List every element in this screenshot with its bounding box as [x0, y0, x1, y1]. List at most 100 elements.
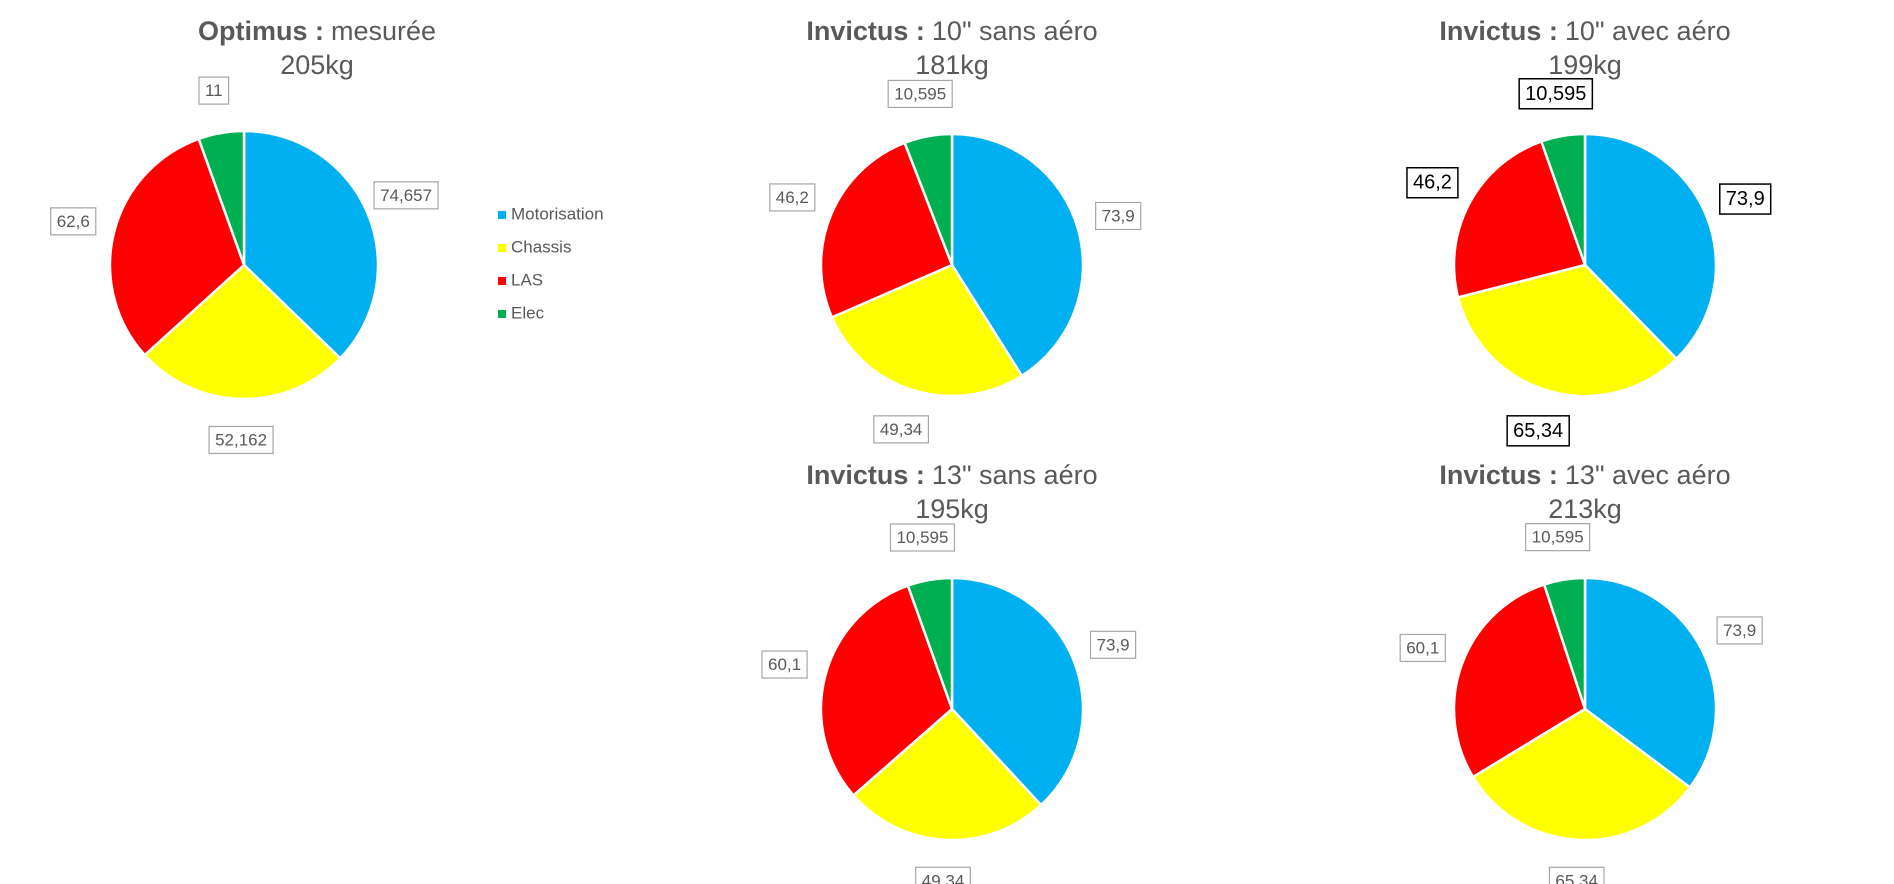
data-label-box: [1089, 630, 1137, 659]
data-label: 49,34: [873, 415, 929, 444]
chart-subtitle: 205kg: [280, 50, 354, 80]
data-label-text: 10,595: [1525, 83, 1586, 105]
title-bold: Invictus :: [1439, 460, 1558, 490]
data-label: 10,595: [887, 79, 953, 109]
data-label: 73,9: [1089, 630, 1137, 659]
chart-title: Invictus :10" sans aéro: [806, 16, 1097, 46]
data-label: 52,162: [208, 425, 274, 455]
pie-slice: [819, 141, 954, 320]
data-label-text: 10,595: [1532, 528, 1584, 547]
data-label-box: [50, 207, 97, 236]
pie-slice: [108, 137, 246, 357]
legend-label: LAS: [511, 270, 543, 289]
pie-slice: [851, 707, 1043, 842]
data-label-text: 49,34: [880, 420, 923, 439]
data-label-box: [1716, 616, 1763, 645]
data-label-box: [1548, 866, 1605, 884]
chart-title: Invictus :13" avec aéro: [1439, 460, 1730, 490]
pie-slice: [1452, 582, 1587, 779]
chart-subtitle: 199kg: [1548, 50, 1622, 80]
chart-title: Invictus :10" avec aéro: [1439, 16, 1730, 46]
title-text: 10" sans aéro: [932, 16, 1098, 46]
pie-slice: [1542, 576, 1587, 710]
data-label: 11: [198, 76, 230, 105]
data-label-box: [1095, 201, 1142, 231]
data-label: 74,657: [373, 181, 439, 210]
legend-swatch: [498, 277, 506, 285]
data-label-box: [198, 76, 230, 105]
data-label: 60,1: [1399, 633, 1446, 663]
legend-swatch: [498, 310, 506, 318]
chart-subtitle: 181kg: [915, 50, 989, 80]
pie-slice: [1471, 707, 1692, 842]
data-label-box: [873, 415, 929, 444]
data-label-text: 10,595: [896, 528, 948, 547]
chart-title: Optimus : mesurée: [198, 16, 436, 46]
pie-slice: [142, 263, 342, 401]
data-label: 62,6: [50, 207, 97, 236]
data-label: 65,34: [1548, 866, 1605, 884]
data-label-box: [889, 523, 956, 552]
pie-slice: [197, 129, 246, 266]
data-label-box: [761, 650, 808, 679]
data-label-text: 73,9: [1102, 206, 1135, 225]
data-label-box: [915, 866, 971, 884]
title-text: 13" sans aéro: [932, 460, 1098, 490]
title-text: 10" avec aéro: [1565, 16, 1731, 46]
title-text: mesurée: [331, 16, 436, 46]
data-label-box: [1399, 633, 1446, 663]
pie-slice: [906, 576, 954, 710]
legend-swatch: [498, 244, 506, 252]
data-label-text: 65,34: [1555, 871, 1598, 884]
data-label-text: 74,657: [380, 186, 432, 205]
data-label: 73,9: [1719, 183, 1772, 215]
pie-slice: [1583, 576, 1718, 790]
data-label-text: 73,9: [1097, 635, 1130, 654]
data-label-text: 10,595: [894, 84, 946, 103]
data-label-text: 73,9: [1723, 621, 1756, 640]
data-label: 49,34: [915, 866, 971, 884]
data-label-box: [373, 181, 439, 210]
pie-slice: [1539, 132, 1587, 266]
pie-slice: [903, 132, 954, 266]
data-label-box: [887, 79, 953, 109]
title-text: 13" avec aéro: [1565, 460, 1731, 490]
title-bold: Invictus :: [806, 460, 925, 490]
data-label-box: [208, 425, 274, 455]
title-bold: Invictus :: [1439, 16, 1558, 46]
data-label-text: 60,1: [768, 655, 801, 674]
data-label: 60,1: [761, 650, 808, 679]
data-label-box: [1406, 166, 1459, 199]
chart-title: Invictus :13" sans aéro: [806, 460, 1097, 490]
legend-swatch: [498, 211, 506, 219]
data-label: 10,595: [1518, 78, 1594, 110]
data-label: 10,595: [889, 523, 956, 552]
data-label-text: 46,2: [776, 188, 809, 207]
data-label-text: 60,1: [1406, 638, 1439, 657]
data-label: 46,2: [1406, 166, 1459, 199]
pie-slice: [819, 584, 954, 798]
chart-subtitle: 195kg: [915, 494, 989, 524]
data-label-text: 73,9: [1726, 188, 1765, 210]
pie-slice: [950, 576, 1085, 807]
data-label-text: 52,162: [215, 430, 267, 449]
data-label: 73,9: [1716, 616, 1763, 645]
pie-slice: [242, 129, 380, 361]
pie-slice: [1456, 263, 1679, 398]
data-label: 65,34: [1506, 415, 1570, 447]
data-label-text: 11: [205, 81, 223, 100]
data-label-text: 49,34: [922, 871, 965, 884]
chart-subtitle: 213kg: [1548, 494, 1622, 524]
legend-label: Chassis: [511, 237, 571, 256]
data-label-text: 46,2: [1413, 172, 1452, 194]
data-label-box: [1525, 523, 1591, 552]
title-bold: Optimus :: [198, 16, 324, 46]
legend-label: Elec: [511, 303, 545, 322]
data-label-box: [1719, 183, 1772, 215]
pie-slice: [1452, 139, 1587, 299]
data-label: 46,2: [769, 183, 816, 212]
data-label-text: 65,34: [1513, 420, 1563, 442]
data-label: 73,9: [1095, 201, 1142, 231]
